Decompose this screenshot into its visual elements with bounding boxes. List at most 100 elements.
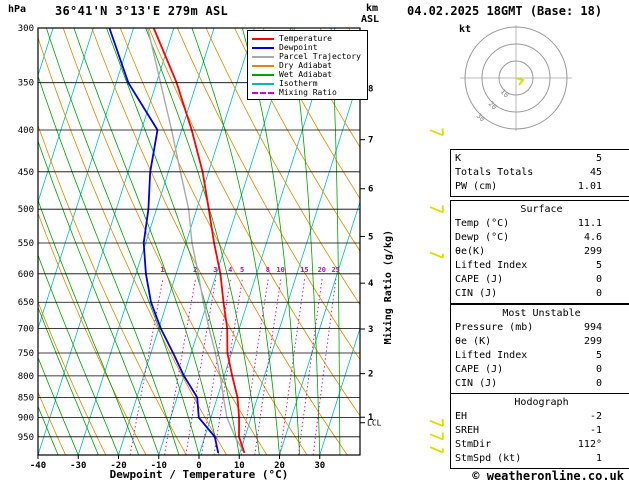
stat-row: θe(K) 299 (455, 245, 628, 259)
stats-rows: EH -2 SREH -1 StmDir 112° StmSpd (kt) 1 (455, 410, 628, 466)
svg-text:30: 30 (314, 461, 325, 471)
stat-row: CIN (J) 0 (455, 287, 628, 301)
stat-row: CAPE (J) 0 (455, 363, 628, 377)
stat-row: PW (cm) 1.01 (455, 180, 628, 194)
legend-swatch (252, 64, 274, 67)
legend-item-isotherm: Isotherm (252, 79, 363, 88)
stat-row: Lifted Index 5 (455, 259, 628, 273)
stat-row: StmDir 112° (455, 438, 628, 452)
svg-text:-20: -20 (110, 461, 126, 471)
stat-label: StmSpd (kt) (455, 453, 522, 464)
legend-swatch (252, 55, 274, 58)
stat-label: Totals Totals (455, 167, 534, 178)
legend-item-temperature: Temperature (252, 34, 363, 43)
stats-rows: Pressure (mb) 994 θe (K) 299 Lifted Index 5 CA… (455, 321, 628, 391)
svg-text:15: 15 (300, 266, 308, 274)
svg-text:8: 8 (368, 85, 373, 95)
stat-row: EH -2 (455, 410, 628, 424)
stat-label: StmDir (455, 439, 492, 450)
svg-text:700: 700 (18, 325, 34, 335)
svg-text:750: 750 (18, 349, 34, 359)
legend-item-dry-adiabat: Dry Adiabat (252, 61, 363, 70)
temperature-curve (152, 28, 246, 454)
legend-label: Parcel Trajectory (279, 52, 361, 61)
legend-item-parcel-trajectory: Parcel Trajectory (252, 52, 363, 61)
pressure-axis-unit: hPa (8, 4, 27, 15)
svg-text:7: 7 (368, 136, 373, 146)
altitude-axis-unit-km: km (366, 3, 379, 14)
svg-text:30: 30 (475, 112, 487, 124)
svg-text:10: 10 (499, 88, 511, 100)
stat-label: CAPE (J) (455, 274, 504, 285)
svg-text:5: 5 (240, 266, 244, 274)
svg-text:300: 300 (18, 24, 34, 34)
stat-row: Totals Totals 45 (455, 166, 628, 180)
svg-text:1: 1 (160, 266, 164, 274)
svg-text:3: 3 (368, 325, 373, 335)
stat-row: θe (K) 299 (455, 335, 628, 349)
svg-text:20: 20 (487, 100, 499, 112)
svg-text:-10: -10 (151, 461, 167, 471)
legend-label: Isotherm (279, 79, 318, 88)
stat-row: CAPE (J) 0 (455, 273, 628, 287)
stat-value: 0 (595, 378, 602, 389)
stat-label: Pressure (mb) (455, 322, 534, 333)
stat-value: 0 (595, 288, 602, 299)
stat-value: 112° (577, 439, 602, 450)
svg-text:6: 6 (368, 185, 373, 195)
svg-text:20: 20 (274, 461, 285, 471)
stat-label: SREH (455, 425, 480, 436)
legend: Temperature Dewpoint Parcel Trajectory Dry … (247, 30, 368, 100)
stat-row: Lifted Index 5 (455, 349, 628, 363)
svg-text:1: 1 (368, 413, 373, 423)
stat-value: 299 (583, 336, 602, 347)
stat-value: 0 (595, 364, 602, 375)
svg-text:4: 4 (228, 266, 232, 274)
stat-label: CAPE (J) (455, 364, 504, 375)
legend-swatch (252, 82, 274, 85)
legend-item-mixing-ratio: Mixing Ratio (252, 88, 363, 97)
stats-rows: Temp (°C) 11.1 Dewp (°C) 4.6 θe(K) 299 Lifted … (455, 217, 628, 301)
svg-text:LCL: LCL (367, 419, 382, 428)
hodograph-panel: Hodograph EH -2 SREH -1 StmDir 112° StmSpd (kt… (450, 393, 629, 469)
stat-row: Dewp (°C) 4.6 (455, 231, 628, 245)
stats-rows: K 5 Totals Totals 45 PW (cm) 1.01 (455, 152, 628, 194)
stat-value: 5 (595, 350, 602, 361)
most-unstable-panel-title: Most Unstable (502, 308, 581, 319)
legend-label: Mixing Ratio (279, 88, 337, 97)
svg-text:-40: -40 (30, 461, 46, 471)
altitude-axis-unit-asl: ASL (361, 14, 380, 25)
hodograph-unit-label: kt (459, 24, 472, 35)
svg-text:2: 2 (368, 370, 373, 380)
svg-text:350: 350 (18, 79, 34, 89)
svg-text:550: 550 (18, 239, 34, 249)
svg-text:950: 950 (18, 433, 34, 443)
run-datetime: 04.02.2025 18GMT (Base: 18) (407, 4, 603, 18)
stat-value: 299 (583, 246, 602, 257)
stat-label: θe (K) (455, 336, 492, 347)
stat-value: 1.01 (577, 181, 602, 192)
svg-text:0: 0 (196, 461, 201, 471)
stat-label: Temp (°C) (455, 218, 510, 229)
x-axis-title: Dewpoint / Temperature (°C) (109, 468, 289, 481)
stat-value: 994 (583, 322, 602, 333)
stat-row: CIN (J) 0 (455, 377, 628, 391)
stat-value: 11.1 (577, 218, 602, 229)
hodograph-panel-title: Hodograph (514, 397, 569, 408)
mixing-ratio-labels: 1 2 3 4 5 8 10 15 20 25 (160, 266, 340, 274)
stat-label: EH (455, 411, 468, 422)
svg-text:20: 20 (318, 266, 326, 274)
hodograph-trace (515, 77, 525, 86)
svg-text:400: 400 (18, 126, 34, 136)
stat-value: 4.6 (583, 232, 602, 243)
stat-value: 5 (595, 153, 602, 164)
stat-row: StmSpd (kt) 1 (455, 452, 628, 466)
wind-barbs (429, 128, 444, 454)
stat-label: CIN (J) (455, 378, 498, 389)
svg-text:650: 650 (18, 298, 34, 308)
svg-text:2: 2 (193, 266, 197, 274)
stat-label: Lifted Index (455, 350, 528, 361)
